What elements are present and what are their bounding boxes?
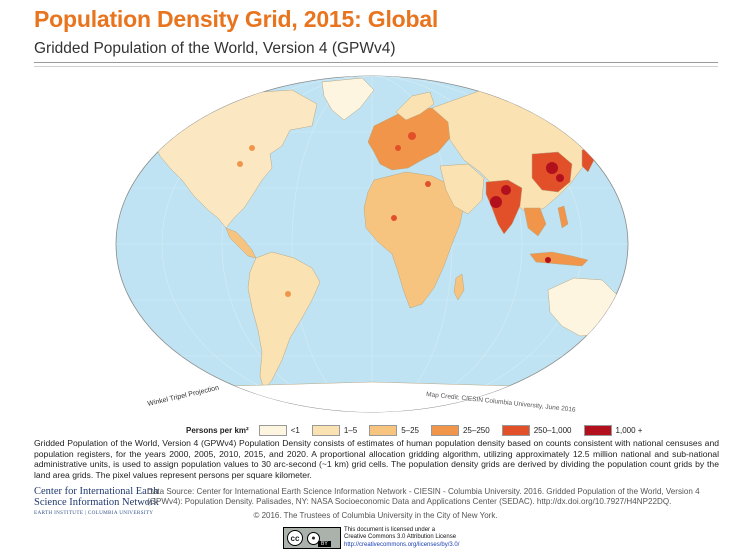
density-hotspots: [237, 132, 564, 297]
license-text: This document is licensed under a Creati…: [344, 527, 459, 549]
legend-swatch: [369, 424, 398, 436]
legend-label: 25–250: [462, 425, 490, 435]
new-zealand: [615, 339, 625, 363]
legend: Persons per km² <1 1–5 5–25 25–250 250–1…: [186, 422, 654, 438]
legend-swatch: [583, 424, 612, 436]
cc-icon: cc: [287, 530, 303, 546]
legend-title: Persons per km²: [186, 425, 249, 435]
southeast-asia: [523, 207, 547, 237]
legend-item: <1: [258, 424, 300, 436]
copyright-text: © 2016. The Trustees of Columbia Univers…: [253, 511, 498, 520]
legend-item: 1–5: [311, 424, 358, 436]
middle-east: [439, 163, 485, 215]
legend-item: 250–1,000: [501, 424, 572, 436]
logo-line-3: EARTH INSTITUTE | COLUMBIA UNIVERSITY: [34, 510, 154, 516]
india: [485, 179, 523, 235]
legend-swatch: [258, 424, 287, 436]
south-america: [247, 251, 321, 391]
north-america: [151, 89, 318, 229]
creative-commons-badge[interactable]: cc ● BY: [283, 527, 341, 549]
legend-label: 5–25: [401, 425, 419, 435]
title-divider: [34, 62, 718, 63]
scandinavia: [395, 91, 435, 121]
description-text: Gridded Population of the World, Version…: [34, 438, 719, 480]
legend-swatch: [311, 424, 340, 436]
philippines: [557, 205, 569, 229]
legend-item: 1,000 +: [583, 424, 643, 436]
legend-swatch: [430, 424, 459, 436]
title-divider-secondary: [34, 66, 718, 67]
greenland: [321, 77, 375, 121]
by-label: BY: [318, 541, 331, 547]
legend-label: 250–1,000: [533, 425, 572, 435]
license-line-2: Creative Commons 3.0 Attribution License: [344, 534, 457, 541]
legend-item: 25–250: [430, 424, 490, 436]
license-url-link[interactable]: http://creativecommons.org/licenses/by/3…: [344, 541, 460, 548]
legend-item: 5–25: [369, 424, 419, 436]
logo-line-1: Center for International Earth: [34, 486, 159, 497]
legend-swatch: [501, 424, 530, 436]
attribution-person-icon: ●: [307, 531, 320, 545]
logo-line-2: Science Information Network: [34, 497, 159, 508]
legend-label: 1–5: [343, 425, 358, 435]
madagascar: [453, 273, 465, 301]
map-subtitle: Gridded Population of the World, Version…: [34, 40, 396, 57]
legend-label: 1,000 +: [615, 425, 643, 435]
projection-label: Winkel Tripel Projection: [147, 385, 220, 408]
indonesia: [529, 251, 589, 267]
map-title: Population Density Grid, 2015: Global: [34, 6, 439, 32]
world-population-map: Winkel Tripel Projection Map Credit: CIE…: [115, 75, 629, 414]
license-line-1: This document is licensed under a: [344, 527, 436, 533]
ciesin-logo: Center for International Earth Science I…: [34, 486, 159, 516]
data-source-text: Data Source: Center for International Ea…: [147, 487, 700, 506]
legend-label: <1: [290, 425, 300, 435]
